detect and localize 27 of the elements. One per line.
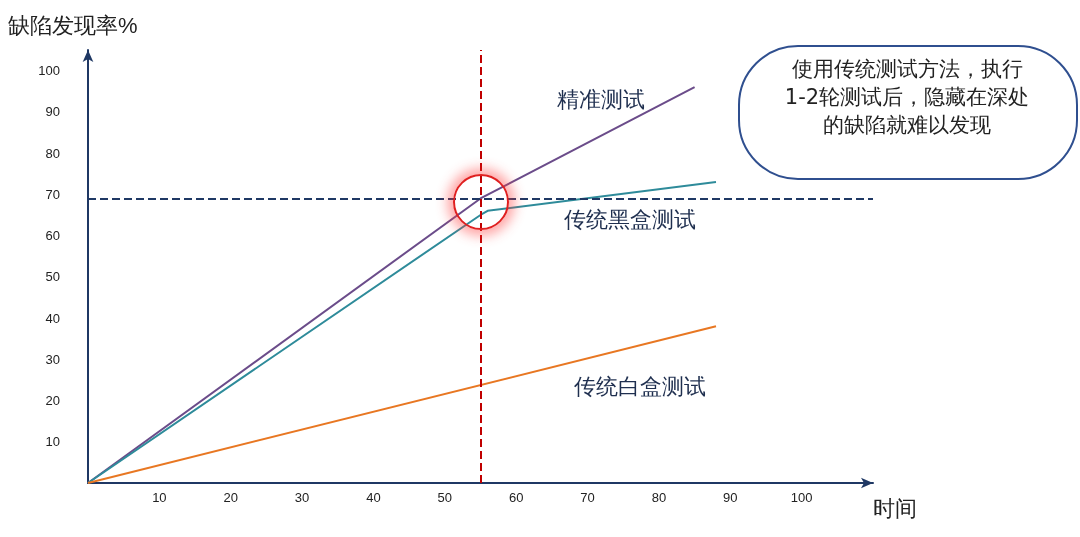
y-tick-label: 70: [45, 186, 60, 202]
x-axis-title: 时间: [873, 495, 917, 521]
x-tick-label: 20: [223, 490, 238, 505]
x-tick-label: 10: [152, 490, 167, 505]
y-tick-label: 40: [45, 310, 60, 326]
y-tick-label: 60: [45, 228, 60, 244]
y-tick-label: 100: [38, 63, 60, 79]
y-tick-label: 90: [45, 104, 60, 120]
series-label: 传统白盒测试: [574, 373, 706, 399]
x-tick-label: 30: [294, 490, 310, 505]
x-tick-label: 60: [508, 490, 524, 505]
annotation: 使用传统测试方法，执行1-2轮测试后，隐藏在深处的缺陷就难以发现: [783, 56, 1031, 139]
y-tick-label: 30: [45, 351, 60, 367]
line-series: [87, 180, 717, 484]
x-tick-label: 80: [651, 490, 667, 505]
y-tick-label: 80: [45, 145, 60, 161]
y-tick-label: 50: [45, 269, 60, 285]
x-tick-label: 40: [366, 490, 381, 505]
x-tick-label: 50: [437, 490, 453, 505]
series-label: 精准测试: [556, 86, 645, 112]
y-tick-label: 10: [45, 434, 60, 450]
x-tick-label: 70: [580, 490, 595, 505]
x-tick-label: 100: [790, 490, 813, 505]
y-axis-title: 缺陷发现率%: [8, 12, 138, 38]
y-tick-label: 20: [45, 393, 60, 409]
series-label: 传统黑盒测试: [564, 207, 696, 233]
x-tick-label: 90: [723, 490, 738, 505]
